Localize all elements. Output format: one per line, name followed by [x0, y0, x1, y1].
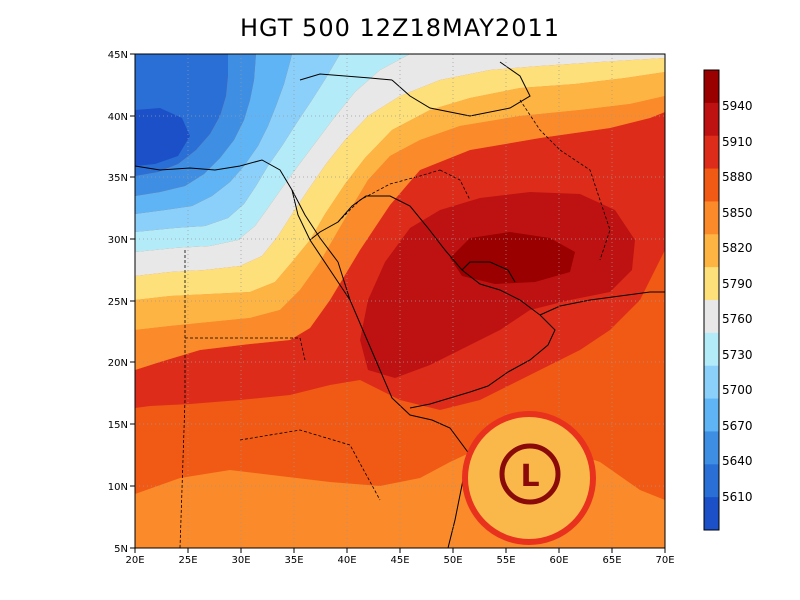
borders [179, 99, 611, 548]
colorbar-swatch [704, 497, 719, 531]
lon-label: 55E [496, 555, 515, 566]
lon-label: 45E [390, 555, 409, 566]
lon-label: 30E [231, 555, 250, 566]
colorbar-swatch [704, 300, 719, 334]
low-symbol: L [520, 459, 539, 494]
band-5790 [135, 72, 665, 330]
colorbar-swatch [704, 464, 719, 498]
colorbar [703, 69, 720, 531]
colorbar-label: 5790 [722, 277, 753, 291]
colorbar-label: 5940 [722, 99, 753, 113]
lat-label: 10N [108, 482, 128, 493]
band-5730 [135, 54, 665, 276]
low-circle [499, 443, 561, 505]
lon-label: 60E [549, 555, 568, 566]
lon-label: 40E [337, 555, 356, 566]
colorbar-swatch [704, 102, 719, 137]
lat-label: 15N [108, 420, 128, 431]
colorbar-label: 5670 [722, 419, 753, 433]
lat-label: 30N [108, 235, 128, 246]
low-ring [462, 411, 596, 545]
lat-label: 5N [114, 544, 128, 555]
lon-label: 20E [125, 555, 144, 566]
colorbar-labels: 5940 5910 5880 5850 5820 5790 5760 5730 … [722, 99, 753, 504]
colorbar-label: 5700 [722, 383, 753, 397]
colorbar-swatch [704, 365, 719, 400]
colorbar-frame [703, 69, 720, 531]
band-lowest [135, 108, 190, 166]
band-5910 [360, 192, 635, 378]
tick-marks [130, 53, 666, 553]
band-5700 [135, 54, 410, 252]
colorbar-label: 5610 [722, 490, 753, 504]
colorbar-swatch [704, 398, 719, 432]
lat-label: 25N [108, 297, 128, 308]
grid [135, 54, 665, 548]
band-5940 [450, 232, 575, 284]
colorbar-swatch [704, 201, 719, 235]
colorbar-label: 5730 [722, 348, 753, 362]
lat-labels: 45N 40N 35N 30N 25N 20N 15N 10N 5N [108, 50, 128, 555]
lon-label: 25E [178, 555, 197, 566]
colorbar-swatch [704, 431, 719, 465]
colorbar-label: 5910 [722, 135, 753, 149]
colorbar-label: 5880 [722, 170, 753, 184]
colorbar-label: 5640 [722, 454, 753, 468]
coastlines [135, 61, 665, 548]
colorbar-label: 5760 [722, 312, 753, 326]
lon-label: 65E [602, 555, 621, 566]
band-5610 [135, 54, 256, 196]
lat-label: 20N [108, 358, 128, 369]
colorbar-label: 5850 [722, 206, 753, 220]
band-5640 [135, 54, 292, 214]
lon-label: 70E [655, 555, 674, 566]
lat-label: 35N [108, 173, 128, 184]
colorbar-swatch [704, 135, 719, 170]
colorbar-swatch [704, 332, 719, 367]
colorbar-swatch [704, 267, 719, 301]
colorbar-swatch [704, 168, 719, 202]
lat-label: 45N [108, 50, 128, 61]
lat-label: 40N [108, 112, 128, 123]
contour-fill [135, 54, 665, 548]
colorbar-swatch [704, 70, 719, 104]
lon-label: 50E [443, 555, 462, 566]
band-5670 [135, 54, 340, 232]
colorbar-swatch [704, 234, 719, 268]
lon-label: 35E [284, 555, 303, 566]
colorbar-label: 5820 [722, 241, 753, 255]
map-title: HGT 500 12Z18MAY2011 [239, 14, 561, 42]
lon-labels: 20E 25E 30E 35E 40E 45E 50E 55E 60E 65E … [125, 555, 674, 566]
